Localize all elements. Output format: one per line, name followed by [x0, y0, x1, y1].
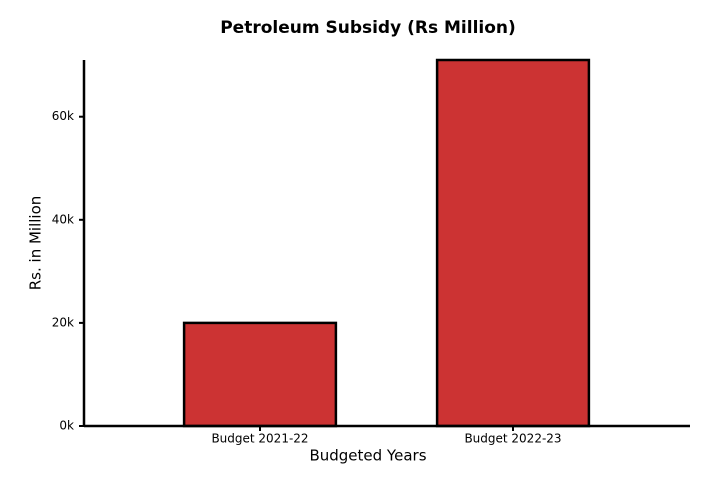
chart-title: Petroleum Subsidy (Rs Million)	[220, 18, 516, 38]
y-axis-label: Rs. in Million	[27, 196, 45, 291]
x-tick-label: Budget 2022-23	[464, 432, 561, 446]
bar	[435, 58, 591, 428]
bar	[182, 321, 338, 428]
x-axis-label: Budgeted Years	[309, 447, 426, 465]
y-tick-label: 20k	[52, 315, 74, 329]
y-tick-label: 40k	[52, 212, 74, 226]
y-tick-label: 60k	[52, 109, 74, 123]
y-tick-label: 0k	[59, 419, 74, 433]
x-tick-label: Budget 2021-22	[211, 432, 308, 446]
